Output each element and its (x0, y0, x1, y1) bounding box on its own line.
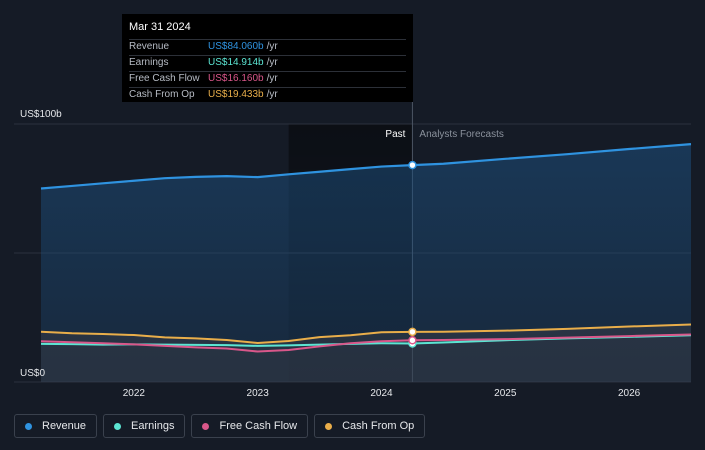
legend-item-cash-from-op[interactable]: Cash From Op (314, 414, 426, 438)
tooltip-unit: /yr (266, 57, 278, 68)
tooltip-row-revenue: Revenue US$84.060b /yr (129, 39, 406, 55)
legend-label: Cash From Op (342, 420, 415, 432)
tooltip-value: US$16.160b (208, 73, 264, 84)
tooltip-label: Cash From Op (129, 89, 195, 100)
legend-dot-icon (325, 422, 333, 430)
forecast-label: Analysts Forecasts (419, 129, 503, 140)
x-tick-label: 2025 (494, 388, 517, 399)
tooltip: Mar 31 2024 Revenue US$84.060b /yr Earni… (122, 14, 413, 102)
series-line-cash-from-op (40, 323, 692, 345)
tooltip-unit: /yr (266, 41, 278, 52)
tooltip-value: US$84.060b (208, 41, 264, 52)
tooltip-unit: /yr (266, 89, 278, 100)
y-axis-label-top: US$100b (20, 109, 62, 120)
x-tick-label: 2022 (123, 388, 146, 399)
tooltip-unit: /yr (266, 73, 278, 84)
legend: Revenue Earnings Free Cash Flow Cash Fro… (14, 414, 426, 438)
x-tick-label: 2023 (247, 388, 270, 399)
tooltip-label: Revenue (129, 41, 170, 52)
tooltip-row-earnings: Earnings US$14.914b /yr (129, 55, 406, 71)
marker-cash-from-op (408, 327, 417, 337)
tooltip-row-cash-from-op: Cash From Op US$19.433b /yr (129, 87, 406, 103)
series-line-free-cash-flow (40, 333, 692, 353)
revenue-area (41, 144, 691, 382)
legend-label: Revenue (42, 420, 87, 432)
tooltip-value: US$14.914b (208, 57, 264, 68)
tooltip-label: Free Cash Flow (129, 73, 200, 84)
marker-revenue (408, 160, 417, 170)
x-tick-label: 2026 (618, 388, 641, 399)
legend-item-earnings[interactable]: Earnings (103, 414, 186, 438)
tooltip-label: Earnings (129, 57, 169, 68)
x-tick-label: 2024 (370, 388, 393, 399)
legend-dot-icon (114, 422, 122, 430)
tooltip-date: Mar 31 2024 (129, 21, 191, 33)
legend-label: Earnings (131, 420, 175, 432)
legend-item-revenue[interactable]: Revenue (14, 414, 98, 438)
marker-free-cash-flow (408, 336, 417, 345)
legend-dot-icon (202, 422, 210, 430)
legend-dot-icon (25, 422, 32, 430)
past-label: Past (385, 129, 405, 140)
y-axis-label-bottom: US$0 (20, 368, 45, 379)
tooltip-row-free-cash-flow: Free Cash Flow US$16.160b /yr (129, 71, 406, 87)
series-line-revenue (40, 143, 692, 190)
legend-label: Free Cash Flow (219, 420, 298, 432)
legend-item-free-cash-flow[interactable]: Free Cash Flow (191, 414, 309, 438)
tooltip-value: US$19.433b (208, 89, 264, 100)
